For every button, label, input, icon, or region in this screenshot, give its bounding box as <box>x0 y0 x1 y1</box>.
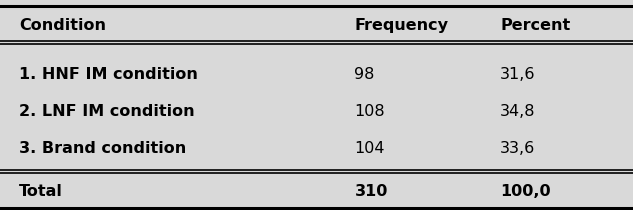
Text: 33,6: 33,6 <box>500 140 536 156</box>
Text: 34,8: 34,8 <box>500 104 536 119</box>
Text: 3. Brand condition: 3. Brand condition <box>19 140 186 156</box>
Text: 1. HNF IM condition: 1. HNF IM condition <box>19 67 198 82</box>
Text: 31,6: 31,6 <box>500 67 536 82</box>
Text: 100,0: 100,0 <box>500 184 551 199</box>
Text: 104: 104 <box>354 140 385 156</box>
Text: 98: 98 <box>354 67 375 82</box>
Text: 108: 108 <box>354 104 385 119</box>
Text: Condition: Condition <box>19 18 106 33</box>
Text: 2. LNF IM condition: 2. LNF IM condition <box>19 104 194 119</box>
Text: 310: 310 <box>354 184 388 199</box>
Text: Total: Total <box>19 184 63 199</box>
Text: Frequency: Frequency <box>354 18 448 33</box>
Text: Percent: Percent <box>500 18 570 33</box>
